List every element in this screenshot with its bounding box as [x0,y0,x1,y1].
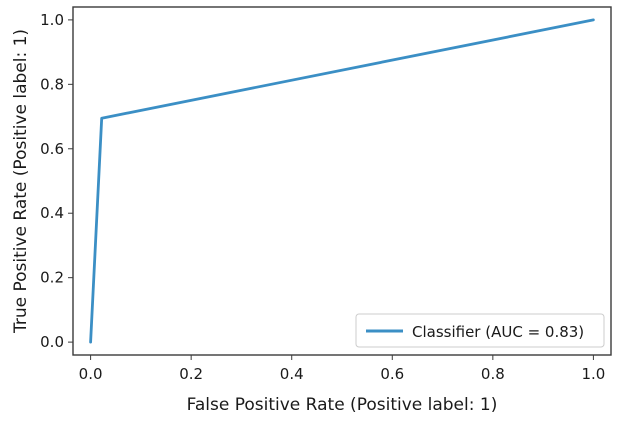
y-tick-label: 0.8 [40,75,64,93]
x-tick-label: 0.2 [179,365,203,383]
x-tick-label: 0.8 [481,365,505,383]
y-tick-label: 0.6 [40,140,64,158]
y-tick-label: 0.2 [40,269,64,287]
x-axis-ticks: 0.0 0.2 0.4 0.6 0.8 1.0 [79,355,605,383]
legend: Classifier (AUC = 0.83) [355,313,605,348]
x-tick-label: 1.0 [581,365,605,383]
series-layer [89,18,595,344]
x-axis-label: False Positive Rate (Positive label: 1) [187,395,498,415]
y-axis-ticks: 0.0 0.2 0.4 0.6 0.8 1.0 [40,11,73,351]
x-tick-label: 0.0 [79,365,103,383]
y-tick-label: 1.0 [40,11,64,29]
plot-area [73,7,611,355]
y-axis-label: True Positive Rate (Positive label: 1) [11,29,31,334]
x-tick-label: 0.6 [380,365,404,383]
legend-box [355,313,605,348]
x-tick-label: 0.4 [280,365,304,383]
legend-label-classifier: Classifier (AUC = 0.83) [412,323,584,341]
roc-curve-line [89,18,595,344]
plot-frame [72,6,612,356]
y-tick-label: 0.0 [40,333,64,351]
y-tick-label: 0.4 [40,204,64,222]
